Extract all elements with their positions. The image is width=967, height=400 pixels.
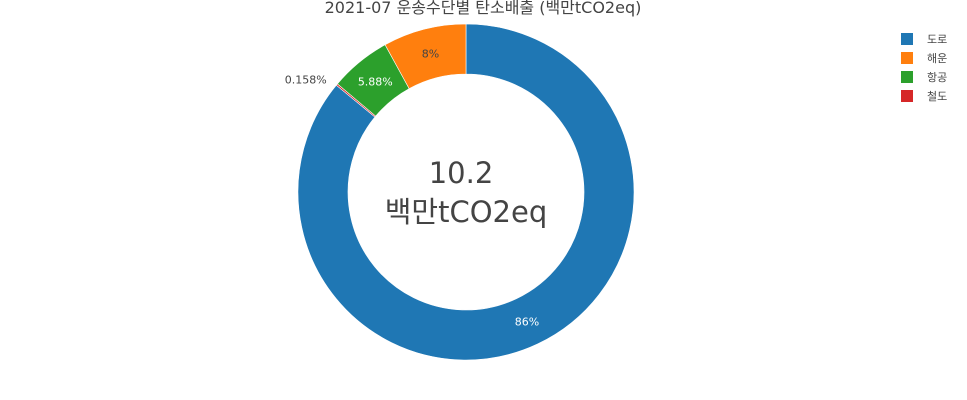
legend-label-0[interactable]: 도로 [927,33,947,46]
donut-slice-3[interactable] [384,23,467,89]
slice-label-1: 0.158% [285,73,327,86]
donut-slices [297,23,635,361]
legend-swatch-3[interactable] [901,90,913,102]
legend-label-2[interactable]: 항공 [927,71,947,84]
slice-label-3: 8% [422,47,439,60]
slice-label-2: 5.88% [358,75,393,88]
center-total-unit: 백만tCO2eq [385,195,548,229]
chart-title: 2021-07 운송수단별 탄소배출 (백만tCO2eq) [325,0,642,17]
legend-label-1[interactable]: 해운 [927,51,947,65]
center-total-value: 10.2 [429,156,494,190]
legend-swatch-1[interactable] [901,52,913,64]
slice-label-0: 86% [515,315,539,328]
legend-label-3[interactable]: 철도 [927,90,947,103]
legend-swatch-0[interactable] [901,33,913,45]
donut-slice-0[interactable] [297,23,635,361]
slice-labels: 86% 0.158% 5.88% 8% [285,47,539,328]
legend-swatch-2[interactable] [901,71,913,83]
